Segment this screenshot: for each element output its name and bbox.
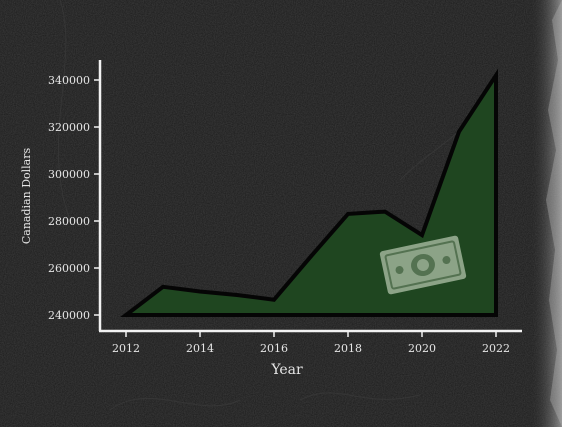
y-tick-label-260000: 260000 (48, 262, 90, 275)
x-tick-label-2016: 2016 (260, 342, 288, 355)
data-point-2021 (457, 130, 461, 134)
data-point-2022 (494, 73, 498, 77)
plot-area: 240000 260000 280000 300000 320000 340000 2012… (20, 60, 522, 378)
x-tick-label-2018: 2018 (334, 342, 362, 355)
data-point-2013 (161, 285, 165, 289)
y-axis-title: Canadian Dollars (20, 148, 33, 245)
y-tick-label-280000: 280000 (48, 215, 90, 228)
data-point-2014 (198, 290, 202, 293)
data-point-2012 (124, 313, 128, 317)
x-tick-label-2014: 2014 (186, 342, 214, 355)
data-point-2016 (272, 298, 276, 302)
y-tick-label-320000: 320000 (48, 121, 90, 134)
data-point-2017 (309, 254, 313, 258)
data-point-2015 (235, 293, 239, 297)
dollar-bill-icon (379, 235, 467, 295)
x-axis-title: Year (270, 362, 303, 378)
torn-paper-edge-highlight (546, 0, 562, 427)
y-tick-label-340000: 340000 (48, 74, 90, 87)
x-tick-label-2012: 2012 (112, 342, 140, 355)
y-tick-label-300000: 300000 (48, 168, 90, 181)
torn-paper-edge (528, 0, 562, 427)
x-tick-label-2022: 2022 (482, 342, 510, 355)
y-tick-label-240000: 240000 (48, 309, 90, 322)
data-point-2019 (383, 210, 387, 214)
data-point-2020 (420, 233, 424, 237)
data-point-2018 (346, 212, 350, 216)
x-tick-label-2020: 2020 (408, 342, 436, 355)
